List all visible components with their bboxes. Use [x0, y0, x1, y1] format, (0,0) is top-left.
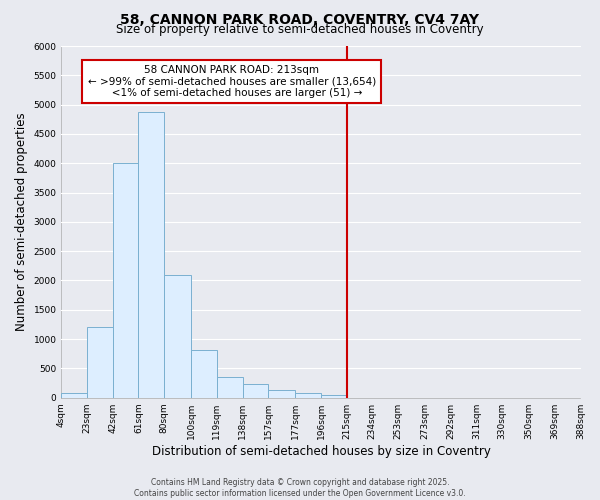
Bar	[61, 394, 87, 398]
Bar	[242, 384, 268, 398]
Bar	[139, 112, 164, 398]
Text: 58 CANNON PARK ROAD: 213sqm
← >99% of semi-detached houses are smaller (13,654)
: 58 CANNON PARK ROAD: 213sqm ← >99% of se…	[88, 65, 376, 98]
Text: Size of property relative to semi-detached houses in Coventry: Size of property relative to semi-detach…	[116, 22, 484, 36]
Bar	[164, 274, 191, 398]
X-axis label: Distribution of semi-detached houses by size in Coventry: Distribution of semi-detached houses by …	[152, 444, 490, 458]
Text: Contains HM Land Registry data © Crown copyright and database right 2025.
Contai: Contains HM Land Registry data © Crown c…	[134, 478, 466, 498]
Bar	[217, 376, 242, 398]
Bar	[113, 162, 139, 398]
Bar	[295, 394, 321, 398]
Bar	[321, 395, 347, 398]
Bar	[191, 350, 217, 398]
Bar	[268, 390, 295, 398]
Y-axis label: Number of semi-detached properties: Number of semi-detached properties	[15, 112, 28, 331]
Bar	[87, 328, 113, 398]
Text: 58, CANNON PARK ROAD, COVENTRY, CV4 7AY: 58, CANNON PARK ROAD, COVENTRY, CV4 7AY	[121, 12, 479, 26]
